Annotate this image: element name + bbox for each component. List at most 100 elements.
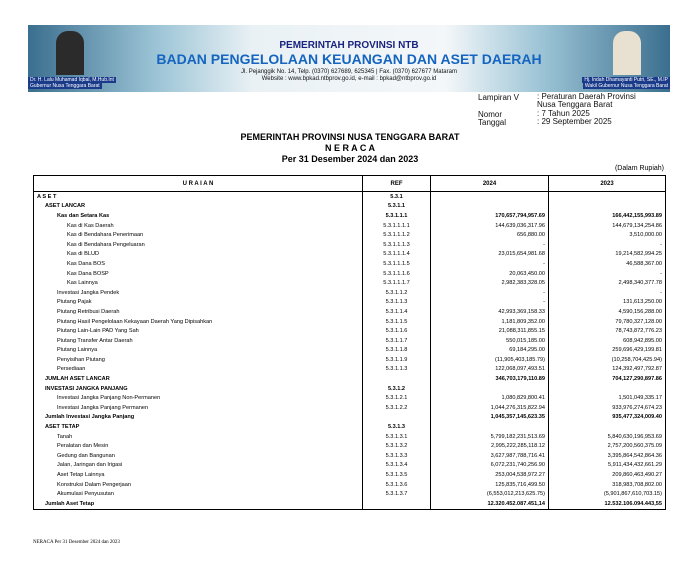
row-ref [362, 412, 431, 423]
value-2024 [430, 191, 549, 202]
attachment-key: Tanggal [478, 118, 507, 127]
row-label: A S E T [33, 191, 363, 202]
row-ref: 5.3.1.1.3 [362, 364, 431, 375]
row-ref: 5.3.1.1.5 [362, 316, 431, 327]
value-2023: 19,214,582,994.25 [548, 249, 666, 260]
row-ref: 5.3.1.3.5 [362, 470, 431, 480]
value-2024: - [430, 297, 549, 308]
value-2024: (6,553,012,213,625.75) [430, 489, 549, 499]
table-row: Kas di BLUD 5.3.1.1.1.4 23,015,654,981.68 1… [33, 249, 666, 260]
table-row: Gedung dan Bangunan 5.3.1.3.3 3,627,987,78… [33, 451, 666, 461]
value-2023: 166,442,155,993.89 [548, 211, 666, 221]
value-2023: 124,392,497,792.87 [548, 364, 666, 375]
row-ref: 5.3.1.1 [362, 201, 431, 212]
row-ref: 5.3.1.1.1.4 [362, 249, 431, 260]
portrait-right [613, 31, 641, 75]
value-2023: 1,501,049,335.17 [548, 393, 666, 404]
value-2024: 42,993,369,158.33 [430, 307, 549, 317]
row-label: Piutang Transfer Antar Daerah [33, 335, 363, 346]
row-label: Piutang Pajak [33, 297, 363, 308]
row-ref: 5.3.1.1.1.3 [362, 239, 431, 250]
table-row: Piutang Retribusi Daerah 5.3.1.1.4 42,993,… [33, 307, 666, 317]
row-label: Penyisihan Piutang [33, 355, 363, 365]
row-ref: 5.3.1.2 [362, 383, 431, 394]
value-2023: 318,983,708,802.00 [548, 479, 666, 490]
value-2024: - [430, 239, 549, 250]
row-ref: 5.3.1 [362, 191, 431, 202]
row-label: Kas Dana BOSP [33, 268, 363, 279]
value-2024 [430, 422, 549, 432]
row-ref: 5.3.1.1.1.2 [362, 230, 431, 240]
value-2024: 253,004,538,972.27 [430, 470, 549, 480]
value-2024: 550,015,185.00 [430, 335, 549, 346]
banner: PEMERINTAH PROVINSI NTB BADAN PENGELOLAA… [28, 25, 670, 92]
table-row: Piutang Hasil Pengelolaan Kekayaan Daera… [33, 316, 666, 327]
value-2024 [430, 383, 549, 394]
table-row: Jumlah Aset Tetap 12.320.452.087.451,14 12… [33, 499, 666, 510]
row-label: INVESTASI JANGKA PANJANG [33, 383, 363, 394]
value-2023: 5,911,434,432,661.29 [548, 460, 666, 471]
value-2023: - [548, 287, 666, 298]
value-2023 [548, 383, 666, 394]
row-ref [362, 499, 431, 510]
banner-title: PEMERINTAH PROVINSI NTB [279, 40, 419, 51]
row-ref: 5.3.1.2.1 [362, 393, 431, 404]
value-2024: 23,015,654,981.68 [430, 249, 549, 260]
value-2024: - [430, 287, 549, 298]
table-row: Aset Tetap Lainnya 5.3.1.3.5 253,004,538,9… [33, 470, 666, 480]
attachment-key: Lampiran V [478, 93, 519, 102]
row-ref: 5.3.1.3.3 [362, 451, 431, 461]
row-ref: 5.3.1.3.7 [362, 489, 431, 499]
right-role: Wakil Gubernur Nusa Tenggara Barat [582, 83, 670, 89]
row-label: Kas di Bendahara Pengeluaran [33, 239, 363, 250]
row-label: Konstruksi Dalam Pengerjaan [33, 479, 363, 490]
row-label: Jalan, Jaringan dan Irigasi [33, 460, 363, 471]
row-label: Kas di BLUD [33, 249, 363, 260]
row-ref: 5.3.1.3.4 [362, 460, 431, 471]
row-label: Kas Dana BOS [33, 259, 363, 269]
value-2023: 5,840,630,196,953.69 [548, 431, 666, 442]
value-2024: 656,880.00 [430, 230, 549, 240]
row-label: Kas Lainnya [33, 278, 363, 288]
value-2024: (11,905,403,185.79) [430, 355, 549, 365]
row-label: Tanah [33, 431, 363, 442]
value-2023: 3,395,864,542,864.36 [548, 451, 666, 461]
row-ref: 5.3.1.1.9 [362, 355, 431, 365]
table-row: Persediaan 5.3.1.1.3 122,068,097,493.51 124… [33, 364, 666, 375]
row-ref: 5.3.1.1.7 [362, 335, 431, 346]
row-label: JUMLAH ASET LANCAR [33, 374, 363, 384]
row-label: Kas dan Setara Kas [33, 211, 363, 221]
doc-date: Per 31 Desember 2024 dan 2023 [281, 154, 419, 164]
row-ref: 5.3.1.3.1 [362, 431, 431, 442]
value-2024: 12.320.452.087.451,14 [430, 499, 549, 510]
table-row: Piutang Lain-Lain PAD Yang Sah 5.3.1.1.6 2… [33, 326, 666, 336]
attachment-key: Nomor [478, 110, 503, 119]
value-2023: 46,588,367.00 [548, 259, 666, 269]
row-ref: 5.3.1.1.1.5 [362, 259, 431, 269]
value-2023 [548, 191, 666, 202]
value-2023: 2,498,340,377.78 [548, 278, 666, 288]
table-row: Kas dan Setara Kas 5.3.1.1.1 170,657,794,9… [33, 211, 666, 221]
value-2023: 79,780,327,128.00 [548, 316, 666, 327]
column-header: 2024 [430, 175, 549, 192]
table-row: Kas di Bendahara Pengeluaran 5.3.1.1.1.3-… [33, 239, 666, 250]
portrait-left [56, 31, 84, 75]
table-row: Investasi Jangka Panjang Permanen 5.3.1.2… [33, 403, 666, 413]
value-2024: 20,063,450.00 [430, 268, 549, 279]
value-2024: 125,835,716,499.50 [430, 479, 549, 490]
column-header: 2023 [548, 175, 666, 192]
doc-title: PEMERINTAH PROVINSI NUSA TENGGARA BARAT [240, 132, 460, 142]
table-row: Kas di Bendahara Penerimaan 5.3.1.1.1.2 65… [33, 230, 666, 240]
value-2024: 6,072,231,740,256.90 [430, 460, 549, 471]
value-2023 [548, 201, 666, 212]
value-2023: 933,976,274,674.23 [548, 403, 666, 413]
attachment-value: : Peraturan Daerah Provinsi Nusa Tenggar… [537, 92, 636, 109]
column-header: U R A I A N [33, 175, 363, 192]
row-label: Piutang Hasil Pengelolaan Kekayaan Daera… [33, 316, 363, 327]
table-row: Kas di Kas Daerah 5.3.1.1.1.1 144,639,036,… [33, 220, 666, 231]
banner-address: Jl. Pejanggik No. 14, Telp. (0370) 62768… [241, 69, 457, 75]
row-ref [362, 374, 431, 384]
table-row: Kas Dana BOS 5.3.1.1.1.5-46,588,367.00 [33, 259, 666, 269]
value-2024: 5,799,182,231,513.69 [430, 431, 549, 442]
